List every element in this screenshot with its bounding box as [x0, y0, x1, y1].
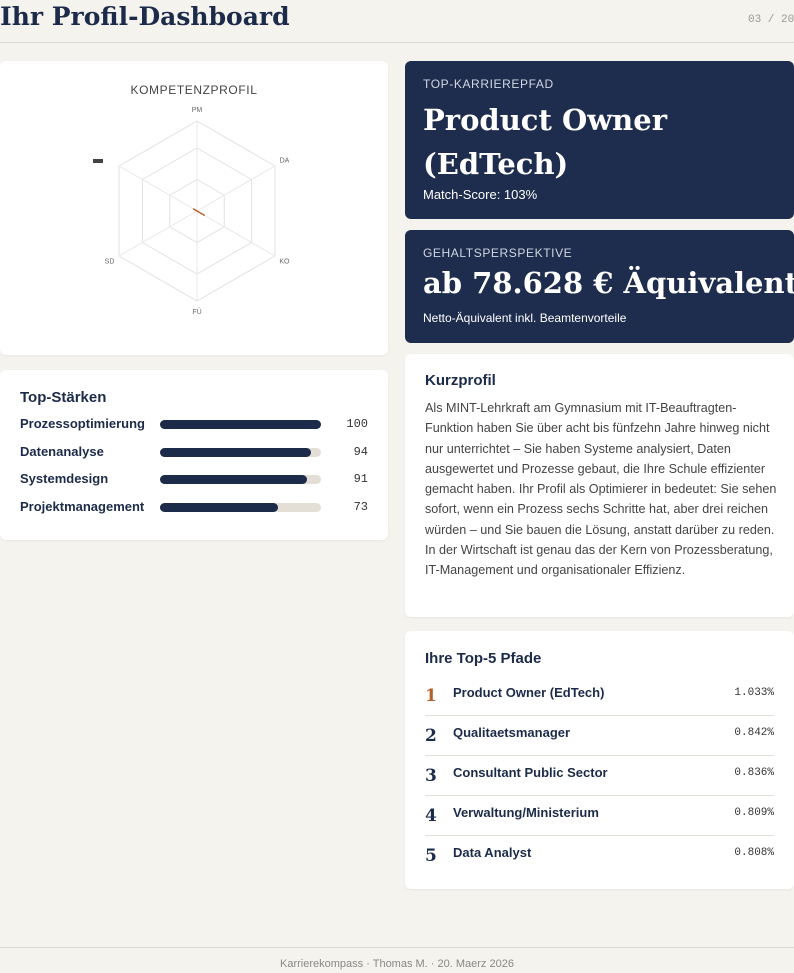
axis-spoke: [118, 165, 198, 212]
paths-title: Ihre Top-5 Pfade: [425, 650, 542, 667]
path-score: 1.033%: [734, 687, 774, 699]
strength-bar: [160, 475, 307, 484]
career-title-line: (EdTech): [423, 147, 569, 181]
strength-name: Projektmanagement: [20, 498, 145, 514]
path-score: 0.808%: [734, 847, 774, 859]
footer: Karrierekompass · Thomas M. · 20. Maerz …: [280, 958, 514, 970]
axis-label: DA: [280, 157, 290, 164]
strength-track: [160, 447, 321, 457]
strength-bar: [160, 447, 312, 457]
radar-card: KOMPETENZPROFIL PM DA KO FÜ SD: [0, 61, 388, 355]
strengths-title: Top-Stärken: [20, 389, 107, 406]
salary-note: Netto-Äquivalent inkl. Beamtenvorteile: [423, 311, 627, 325]
path-name: Verwaltung/Ministerium: [453, 805, 599, 820]
path-divider: [425, 715, 774, 716]
path-score: 0.836%: [734, 767, 774, 779]
path-score: 0.809%: [734, 807, 774, 819]
strength-value: 94: [353, 444, 368, 459]
path-name: Product Owner (EdTech): [453, 685, 605, 700]
axis-spoke: [196, 165, 276, 212]
axis-label: FÜ: [192, 308, 201, 316]
radar-chart: PM DA KO FÜ SD: [93, 107, 290, 316]
path-rank: 5: [425, 846, 437, 866]
path-divider: [425, 795, 774, 796]
career-title: Product Owner (EdTech): [423, 98, 667, 186]
strength-bar: [160, 502, 278, 512]
path-name: Data Analyst: [453, 845, 532, 860]
path-rank: 1: [425, 686, 437, 706]
strengths-card: Top-Stärken Prozessoptimierung 100 Datenan…: [0, 370, 388, 540]
axis-label: PM: [192, 107, 203, 114]
path-divider: [425, 755, 774, 756]
match-score: Match-Score: 103%: [423, 187, 538, 202]
salary-card: GEHALTSPERSPEKTIVE ab 78.628 € Äquivalen…: [405, 230, 794, 343]
strength-track: [160, 502, 321, 512]
paths-card: Ihre Top-5 Pfade 1 Product Owner (EdTech)…: [405, 631, 794, 889]
strength-track: [160, 420, 321, 429]
axis-label: SD: [105, 258, 115, 265]
salary-label: GEHALTSPERSPEKTIVE: [423, 246, 573, 260]
radar-area: [192, 208, 206, 217]
axis-spoke: [196, 210, 276, 257]
page-title: Ihr Profil-Dashboard: [0, 2, 290, 31]
profile-card: Kurzprofil Als MINT-Lehrkraft am Gymnasi…: [405, 354, 794, 617]
header-rule: [0, 42, 794, 43]
career-label: TOP-KARRIEREPFAD: [423, 77, 554, 91]
path-name: Qualitaetsmanager: [453, 725, 571, 740]
strength-value: 91: [353, 472, 368, 486]
page-indicator: 03 / 20: [748, 14, 794, 26]
strength-bar: [160, 420, 321, 429]
strength-name: Datenanalyse: [20, 443, 104, 459]
path-rank: 4: [425, 806, 437, 826]
path-divider: [425, 835, 774, 836]
axis-label: KO: [279, 258, 290, 265]
strength-name: Prozessoptimierung: [20, 416, 145, 431]
path-rank: 3: [425, 766, 437, 786]
salary-value: ab 78.628 € Äquivalent: [423, 266, 794, 300]
path-name: Consultant Public Sector: [453, 765, 608, 780]
strength-value: 73: [353, 499, 368, 514]
strength-value: 100: [346, 417, 368, 431]
footer-rule: [0, 947, 794, 948]
strength-name: Systemdesign: [20, 471, 109, 486]
radar-title: KOMPETENZPROFIL: [130, 83, 258, 97]
profile-text: Als MINT-Lehrkraft am Gymnasium mit IT-B…: [425, 401, 777, 578]
strength-track: [160, 475, 321, 484]
unreadable-label: [93, 159, 103, 163]
path-rank: 2: [425, 726, 437, 746]
axis-spoke: [118, 210, 198, 257]
career-title-line: Product Owner: [423, 103, 667, 137]
profile-title: Kurzprofil: [425, 372, 496, 389]
career-card: TOP-KARRIEREPFAD Product Owner (EdTech) …: [405, 61, 794, 219]
path-score: 0.842%: [734, 727, 774, 739]
